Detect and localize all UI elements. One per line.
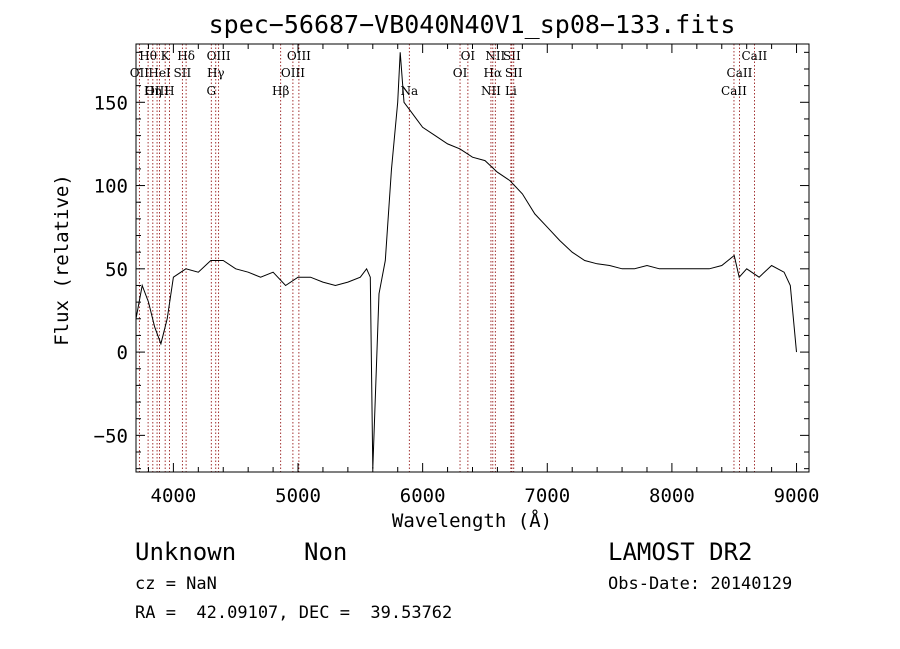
x-tick-label-4: 8000 [649,485,695,507]
chart-title: spec−56687−VB040N40V1_sp08−133.fits [209,10,736,39]
x-tick-label-5: 9000 [774,485,820,507]
y-tick-label-0: −50 [94,425,128,447]
obs-date-text: Obs-Date: 20140129 [608,574,793,594]
y-axis-label: Flux (relative) [51,174,73,346]
line-label-10: Hγ [207,66,225,80]
line-label-14: Hβ [272,84,289,98]
line-label-8: H [164,84,174,98]
line-label-18: NII [485,49,505,63]
line-label-13: OIII [281,66,305,80]
line-label-19: Hα [484,66,503,80]
line-label-26: CaII [721,84,747,98]
line-label-6: Hδ [177,49,195,63]
line-label-21: SII [503,49,521,63]
x-tick-label-2: 6000 [400,485,446,507]
x-axis-label: Wavelength (Å) [392,509,552,532]
line-label-1: OII [130,66,150,80]
line-label-22: SII [505,66,523,80]
class-label: Unknown [135,538,237,566]
line-label-12: OIII [287,49,311,63]
line-label-9: OIII [207,49,231,63]
spectrum-line [135,52,797,469]
line-label-4: HeI [148,66,171,80]
line-label-23: Li [505,84,517,98]
plot-frame [135,43,810,473]
coords-text: RA = 42.09107, DEC = 39.53762 [135,603,453,623]
line-label-17: OI [453,66,468,80]
y-tick-label-3: 100 [94,176,128,198]
x-tick-label-1: 5000 [275,485,321,507]
line-label-5: Hη [144,84,162,98]
x-tick-label-0: 4000 [151,485,197,507]
line-label-24: CaII [741,49,767,63]
y-tick-label-2: 50 [105,259,128,281]
redshift-text: cz = NaN [135,574,217,594]
x-tick-label-3: 7000 [524,485,570,507]
subclass-label: Non [304,538,348,566]
line-label-20: NII [481,84,501,98]
survey-label: LAMOST DR2 [608,538,753,566]
line-label-16: OI [461,49,476,63]
line-label-15: Na [400,84,418,98]
y-tick-label-1: 0 [117,342,128,364]
line-label-25: CaII [727,66,753,80]
axis-ticks: 4000 5000 6000 7000 8000 9000 −50 0 50 100 150 [94,44,820,507]
line-label-3: K [161,49,171,63]
line-label-2: OIII [145,84,169,98]
line-label-0: Hθ [139,49,157,63]
line-label-7: SII [174,66,192,80]
y-tick-label-4: 150 [94,92,128,114]
line-label-11: G [206,84,216,98]
